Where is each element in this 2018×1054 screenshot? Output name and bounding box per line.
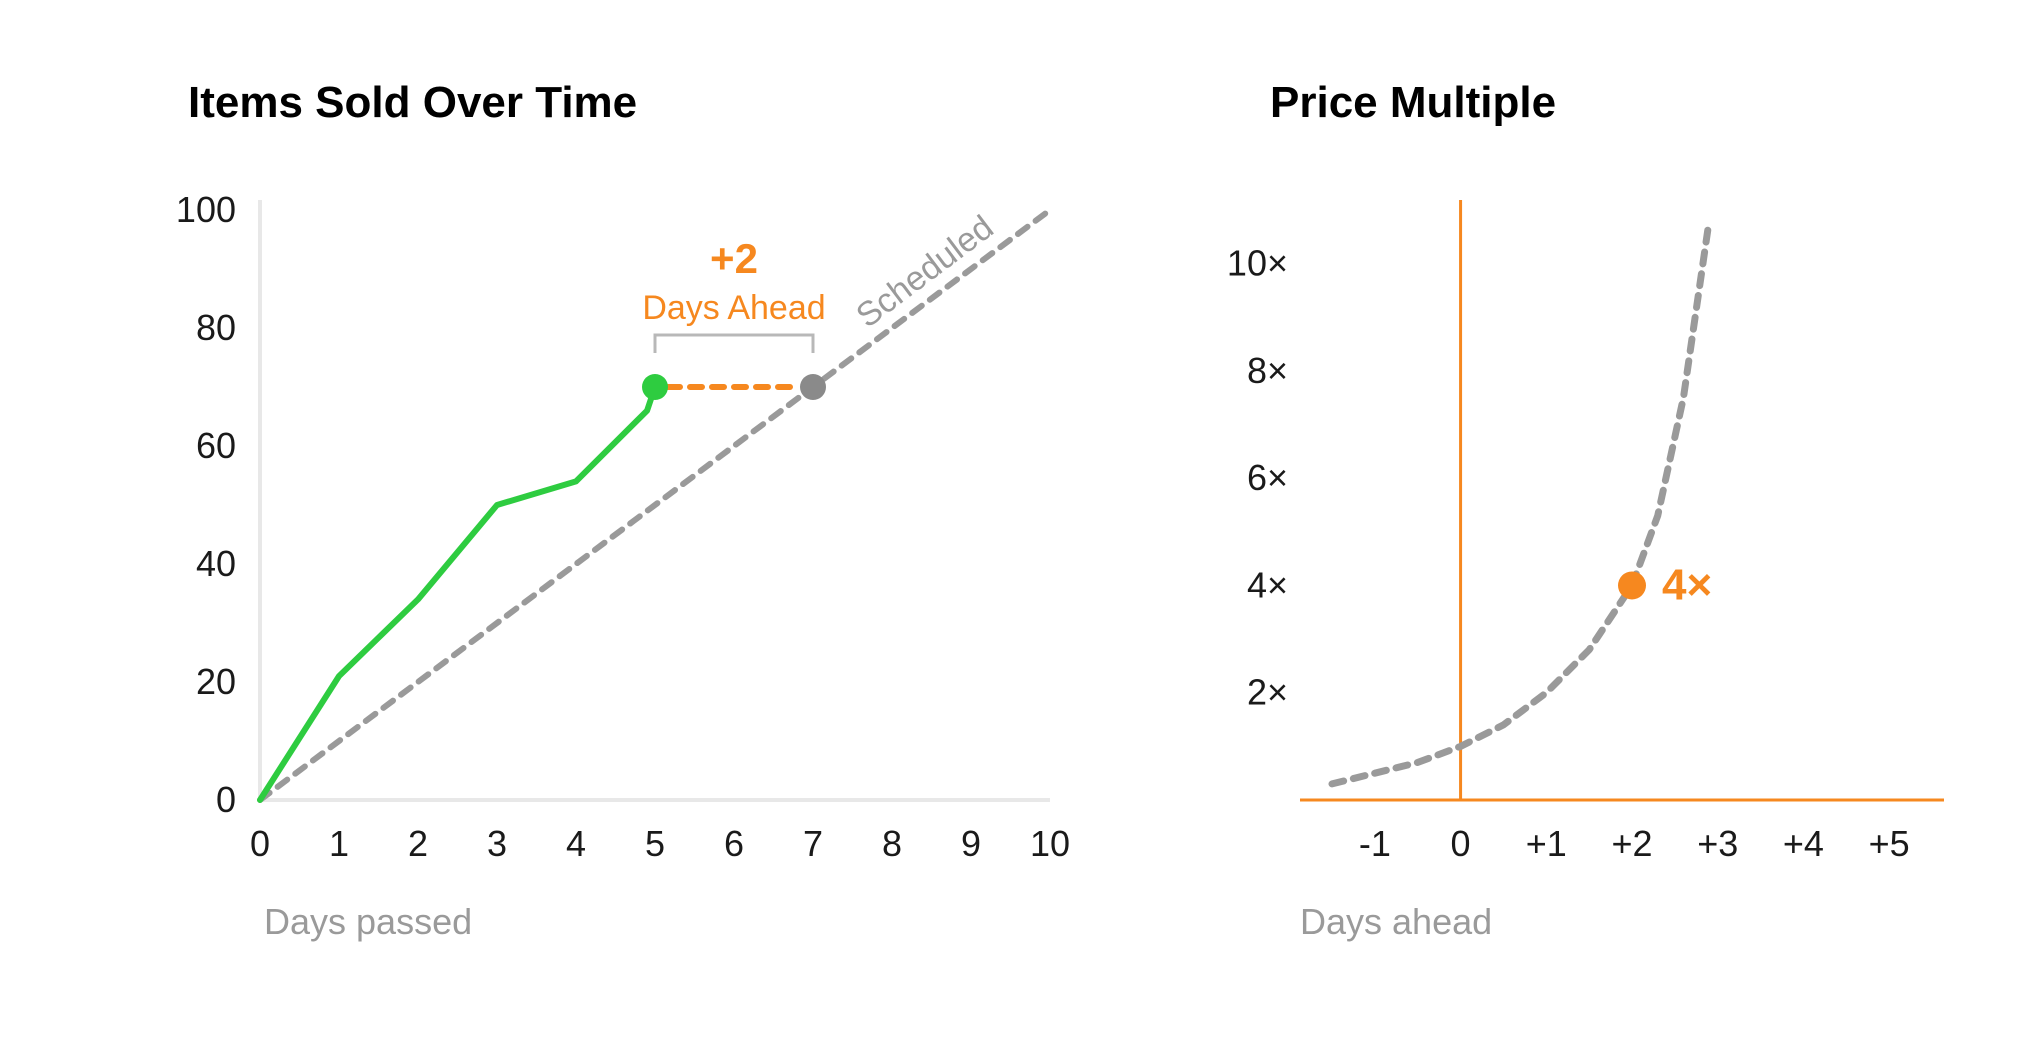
- x-tick-label: 9: [961, 823, 981, 864]
- x-tick-label: +4: [1783, 823, 1824, 864]
- x-tick-label: -1: [1359, 823, 1391, 864]
- y-tick-label: 80: [196, 307, 236, 348]
- y-tick-label: 8×: [1247, 350, 1288, 391]
- x-tick-label: +3: [1697, 823, 1738, 864]
- price-curve: [1332, 221, 1709, 784]
- x-tick-label: 8: [882, 823, 902, 864]
- x-tick-label: 6: [724, 823, 744, 864]
- actual-line: [260, 387, 655, 800]
- y-tick-label: 40: [196, 543, 236, 584]
- right-chart-title: Price Multiple: [1270, 78, 1556, 128]
- x-tick-label: +1: [1526, 823, 1567, 864]
- scheduled-marker: [800, 374, 826, 400]
- x-tick-label: 5: [645, 823, 665, 864]
- x-tick-label: +2: [1611, 823, 1652, 864]
- gap-bracket: [655, 335, 813, 353]
- y-tick-label: 60: [196, 425, 236, 466]
- y-tick-label: 100: [176, 189, 236, 230]
- price-multiple-chart: 2× 4× 6× 8× 10× -1 0 +1 +2 +3 +4 +5 Days ahead 4×: [1220, 140, 1980, 1020]
- x-tick-label: 0: [1451, 823, 1471, 864]
- x-tick-label: 0: [250, 823, 270, 864]
- scheduled-label: Scheduled: [849, 208, 1000, 335]
- days-ahead-label: Days Ahead: [642, 289, 825, 327]
- y-tick-label: 10×: [1227, 243, 1288, 284]
- y-tick-label: 2×: [1247, 672, 1288, 713]
- x-axis-title: Days ahead: [1300, 901, 1492, 942]
- days-ahead-value: +2: [710, 235, 758, 282]
- y-tick-label: 4×: [1247, 564, 1288, 605]
- y-tick-label: 6×: [1247, 457, 1288, 498]
- actual-marker: [642, 374, 668, 400]
- x-tick-label: 7: [803, 823, 823, 864]
- y-tick-label: 20: [196, 661, 236, 702]
- left-chart-title: Items Sold Over Time: [188, 78, 637, 128]
- x-tick-label: 3: [487, 823, 507, 864]
- x-tick-label: +5: [1869, 823, 1910, 864]
- price-marker: [1618, 571, 1646, 599]
- price-marker-label: 4×: [1662, 560, 1712, 609]
- x-tick-label: 4: [566, 823, 586, 864]
- x-tick-label: 2: [408, 823, 428, 864]
- x-tick-label: 1: [329, 823, 349, 864]
- x-tick-label: 10: [1030, 823, 1070, 864]
- x-axis-title: Days passed: [264, 901, 472, 942]
- y-tick-label: 0: [216, 779, 236, 820]
- items-sold-chart: 0 20 40 60 80 100 0 1 2 3 4 5 6 7 8 9 10 Days passed +2 Day…: [140, 140, 1100, 1020]
